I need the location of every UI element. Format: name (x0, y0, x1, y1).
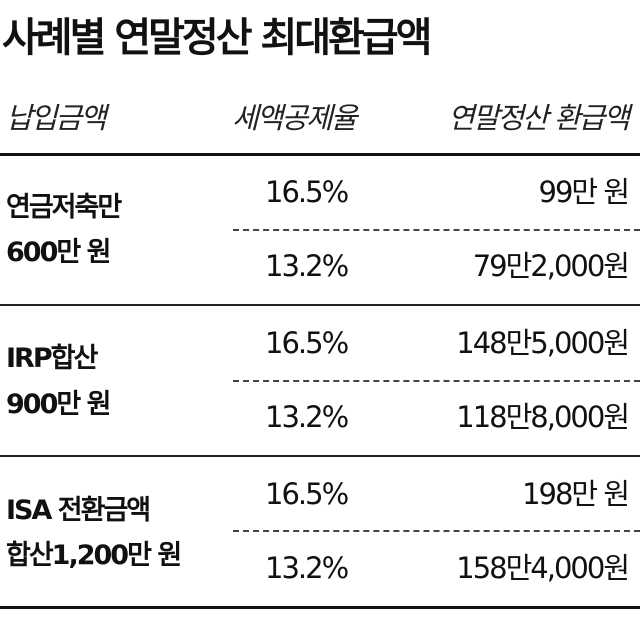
group-divider (0, 455, 640, 457)
column-header-amount: 납입금액 (6, 101, 107, 135)
refund-cell: 118만8,000원 (456, 400, 630, 434)
row-divider-dashed (233, 380, 640, 382)
column-header-rate: 세액공제율 (232, 101, 357, 135)
group-label-line1: ISA 전환금액 (6, 495, 151, 526)
refund-cell: 158만4,000원 (456, 551, 630, 585)
group-label-line1: 연금저축만 (6, 192, 122, 223)
rate-cell: 16.5% (265, 477, 349, 511)
refund-cell: 148만5,000원 (456, 326, 630, 360)
table-top-border (0, 153, 640, 156)
row-divider-dashed (233, 530, 640, 532)
row-divider-dashed (233, 229, 640, 231)
group-label-line2: 600만 원 (6, 237, 111, 268)
rate-cell: 13.2% (265, 400, 349, 434)
rate-cell: 13.2% (265, 551, 349, 585)
refund-cell: 79만2,000원 (472, 249, 630, 283)
page-title: 사례별 연말정산 최대환급액 (2, 15, 432, 61)
group-label-line2: 합산1,200만 원 (6, 540, 182, 571)
column-header-refund: 연말정산 환급액 (448, 101, 630, 135)
rate-cell: 13.2% (265, 249, 349, 283)
refund-cell: 198만 원 (522, 477, 630, 511)
rate-cell: 16.5% (265, 326, 349, 360)
refund-cell: 99만 원 (538, 175, 630, 209)
table-bottom-border (0, 606, 640, 609)
group-label-line2: 900만 원 (6, 389, 111, 420)
group-divider (0, 304, 640, 306)
rate-cell: 16.5% (265, 175, 349, 209)
group-label-line1: IRP합산 (6, 343, 98, 374)
